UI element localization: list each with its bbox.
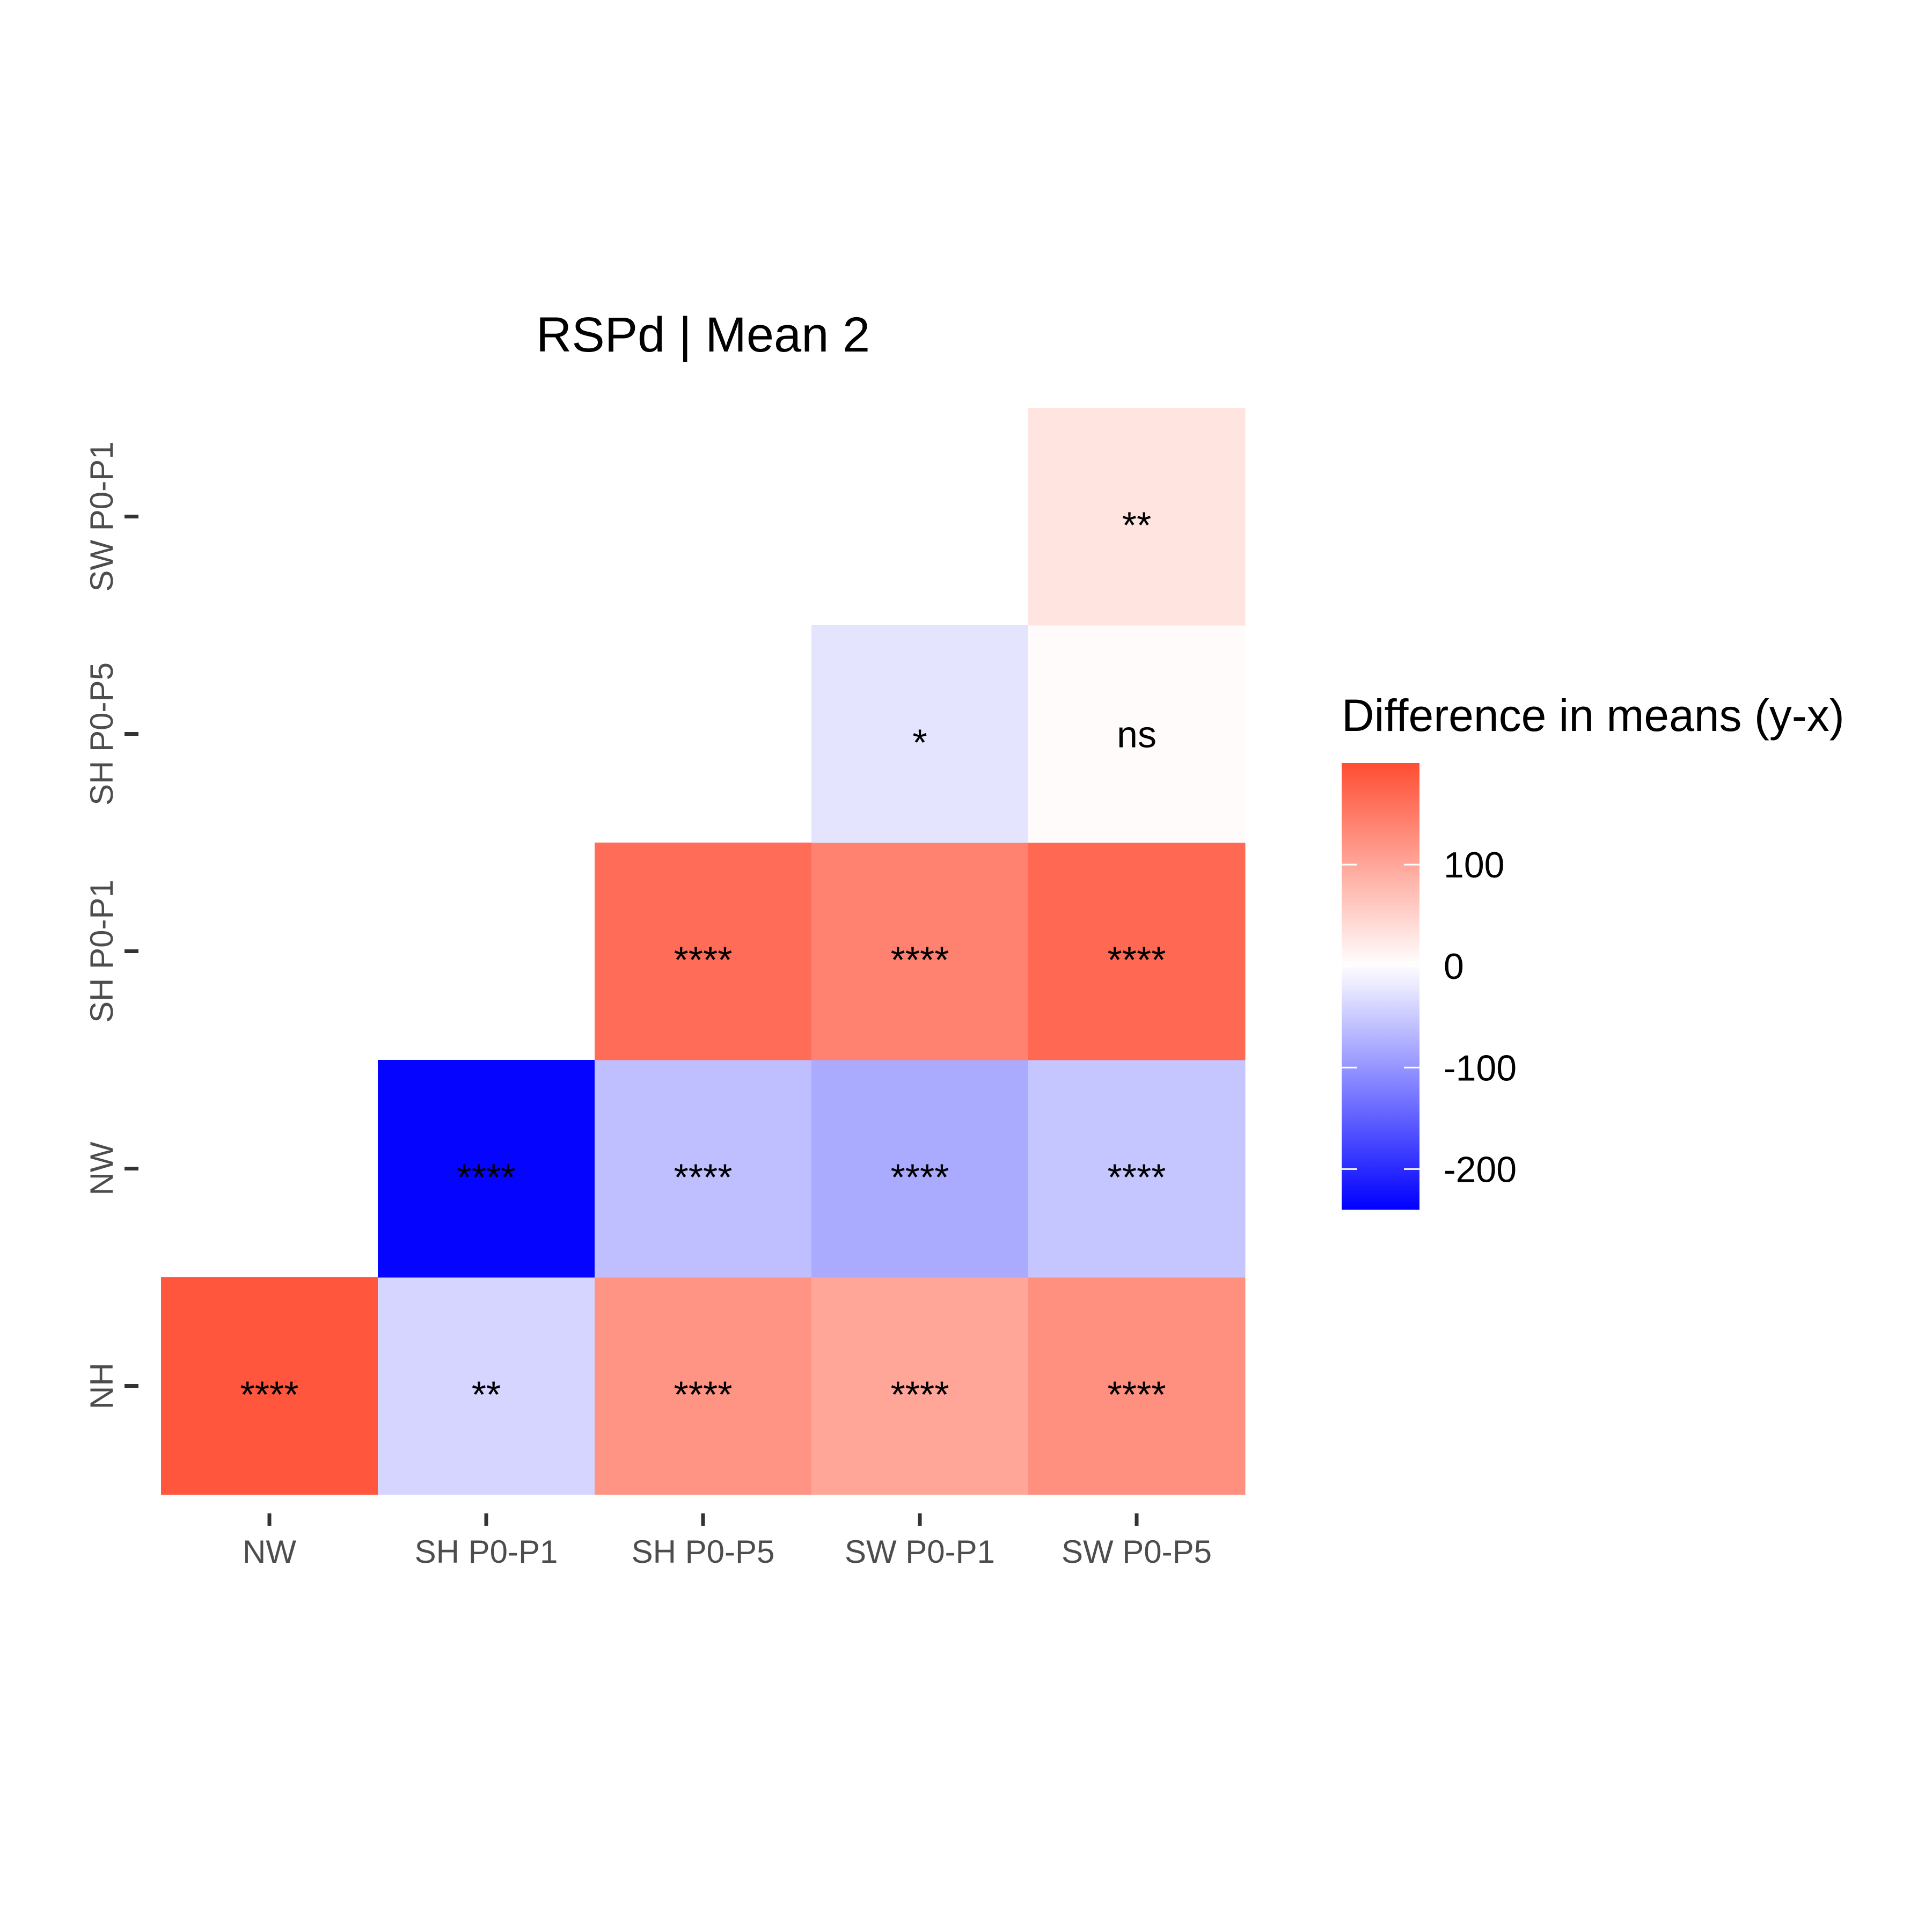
cell-significance-label: **** (1108, 1157, 1166, 1198)
heatmap-cell-sh-p0-p1-vs-sw-p0-p5 (1028, 843, 1246, 1060)
cell-significance-label: **** (891, 939, 949, 981)
cell-significance-label: **** (457, 1157, 516, 1198)
x-axis-tick-label: SW P0-P5 (1062, 1534, 1212, 1570)
legend-break-label: -100 (1444, 1048, 1517, 1088)
heatmap-cell-nw-vs-sw-p0-p5 (1028, 1060, 1246, 1278)
legend-colorbar (1342, 763, 1419, 1210)
legend-break-label: -200 (1444, 1149, 1517, 1190)
x-axis-tick-label: SW P0-P1 (845, 1534, 995, 1570)
heatmap-cell-sh-p0-p1-vs-sh-p0-p5 (595, 843, 812, 1060)
legend-break-label: 100 (1444, 845, 1504, 885)
heatmap-cell-nh-vs-nw (161, 1277, 378, 1495)
heatmap-cell-nw-vs-sh-p0-p5 (595, 1060, 812, 1278)
chart-title: RSPd | Mean 2 (536, 308, 870, 362)
y-axis-tick-label: NW (84, 1141, 120, 1195)
heatmap-cell-sw-p0-p1-vs-sw-p0-p5 (1028, 408, 1246, 626)
y-axis-tick-label: SW P0-P1 (84, 441, 120, 591)
heatmap-cell-nh-vs-sh-p0-p5 (595, 1277, 812, 1495)
cell-significance-label: **** (674, 1374, 733, 1416)
cell-significance-label: **** (891, 1157, 949, 1198)
cell-significance-label: **** (891, 1374, 949, 1416)
heatmap-cell-nh-vs-sw-p0-p5 (1028, 1277, 1246, 1495)
cell-significance-label: ** (472, 1374, 501, 1416)
cell-significance-label: **** (240, 1374, 299, 1416)
legend-break-label: 0 (1444, 946, 1464, 987)
cell-significance-label: ** (1122, 504, 1151, 546)
x-axis-tick-label: SH P0-P1 (415, 1534, 558, 1570)
cell-significance-label: **** (674, 1157, 733, 1198)
heatmap-cell-sh-p0-p5-vs-sw-p0-p5 (1028, 625, 1246, 843)
cell-significance-label: **** (674, 939, 733, 981)
cell-significance-label: * (912, 722, 927, 764)
cell-significance-label: ns (1117, 714, 1157, 756)
heatmap-cells: **** ** **** **** ******** **** **** ******** **… (161, 408, 1246, 1495)
heatmap-cell-nw-vs-sw-p0-p1 (811, 1060, 1029, 1278)
y-axis-tick-label: SH P0-P5 (84, 662, 120, 806)
heatmap-cell-nh-vs-sw-p0-p1 (811, 1277, 1029, 1495)
axes: NW SH P0-P1 SH P0-P5 SW P0-P1 SW P0-P5 NH NW SH… (84, 441, 1212, 1570)
cell-significance-label: **** (1108, 939, 1166, 981)
y-axis-tick-label: NH (84, 1363, 120, 1409)
heatmap-cell-nw-vs-sh-p0-p1 (378, 1060, 595, 1278)
heatmap-cell-sh-p0-p5-vs-sw-p0-p1 (811, 625, 1029, 843)
heatmap-cell-sh-p0-p1-vs-sw-p0-p1 (811, 843, 1029, 1060)
legend-title: Difference in means (y-x) (1342, 690, 1845, 741)
cell-significance-label: **** (1108, 1374, 1166, 1416)
x-axis-tick-label: SH P0-P5 (632, 1534, 775, 1570)
x-axis-tick-label: NW (243, 1534, 296, 1570)
heatmap-cell-nh-vs-sh-p0-p1 (378, 1277, 595, 1495)
y-axis-tick-label: SH P0-P1 (84, 880, 120, 1023)
color-legend: Difference in means (y-x) 100 0 -100 -200 (1342, 690, 1845, 1210)
